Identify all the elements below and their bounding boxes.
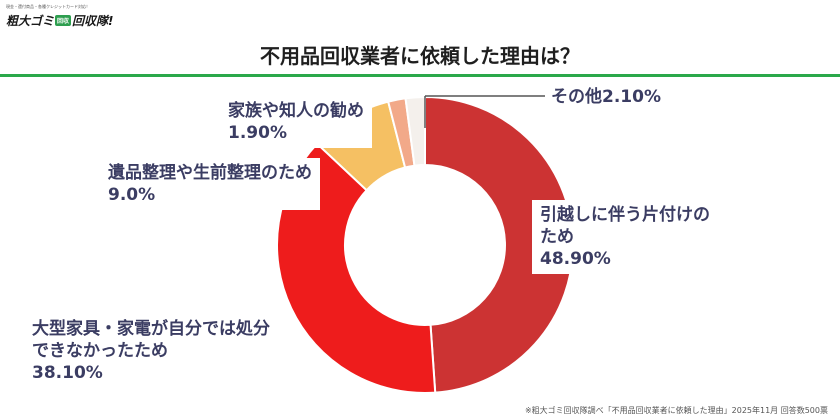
label-large-furniture: 大型家具・家電が自分では処分 できなかったため 38.10%	[24, 314, 278, 388]
label-family-text: 家族や知人の勧め	[228, 101, 364, 121]
label-moving-text1: 引越しに伴う片付けの	[540, 205, 710, 225]
logo-badge: 回収	[55, 15, 72, 26]
label-family-pct: 1.90%	[228, 123, 287, 143]
donut-slice-0	[424, 95, 575, 394]
leader-lines	[424, 95, 545, 128]
source-footnote: ※粗大ゴミ回収隊調べ「不用品回収業者に依頼した理由」2025年11月 回答数50…	[524, 406, 828, 415]
label-moving-pct: 48.90%	[540, 249, 611, 269]
logo-text-part2: 回収隊!	[72, 14, 114, 28]
label-moving: 引越しに伴う片付けの ため 48.90%	[532, 200, 718, 274]
label-furniture-text1: 大型家具・家電が自分では処分	[32, 319, 270, 339]
label-estate-pct: 9.0%	[108, 185, 156, 205]
chart-title: 不用品回収業者に依頼した理由は？	[260, 44, 580, 68]
label-furniture-pct: 38.10%	[32, 363, 103, 383]
title-divider	[0, 74, 840, 77]
logo-text-part1: 粗大ゴミ	[6, 14, 55, 28]
label-other-text: その他2.10%	[551, 87, 661, 107]
label-moving-text2: ため	[540, 227, 574, 247]
logo-tagline: 現金・還付商品・各種クレジットカード対応！	[6, 4, 90, 9]
label-family-recommendation: 家族や知人の勧め 1.90%	[220, 96, 372, 148]
logo-wordmark: 粗大ゴミ 回収 回収隊!	[6, 12, 126, 29]
label-furniture-text2: できなかったため	[32, 341, 168, 361]
brand-logo: 現金・還付商品・各種クレジットカード対応！ 粗大ゴミ 回収 回収隊!	[6, 4, 126, 40]
label-estate-text: 遺品整理や生前整理のため	[108, 163, 312, 183]
label-other: その他2.10%	[545, 84, 667, 110]
donut-slice-4	[404, 95, 426, 167]
label-estate-cleanup: 遺品整理や生前整理のため 9.0%	[100, 158, 320, 210]
